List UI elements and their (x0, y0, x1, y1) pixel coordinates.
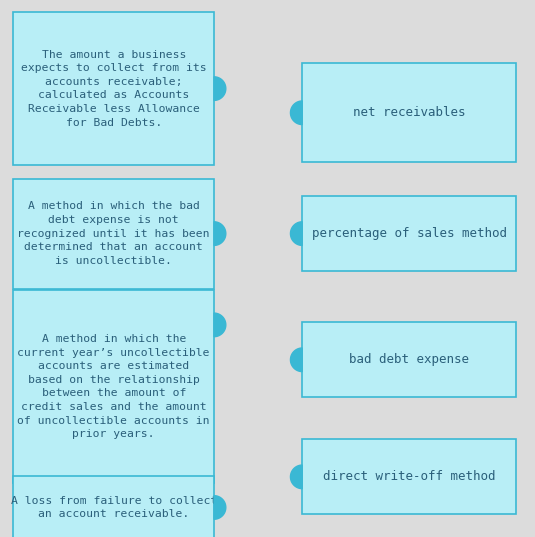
FancyBboxPatch shape (13, 290, 214, 483)
FancyBboxPatch shape (302, 196, 516, 271)
Text: A method in which the
current year’s uncollectible
accounts are estimated
based : A method in which the current year’s unc… (18, 334, 210, 439)
FancyBboxPatch shape (302, 63, 516, 162)
Polygon shape (214, 313, 226, 337)
FancyBboxPatch shape (302, 322, 516, 397)
FancyBboxPatch shape (13, 476, 214, 537)
Text: bad debt expense: bad debt expense (349, 353, 469, 366)
Text: net receivables: net receivables (353, 106, 465, 119)
Text: The amount a business
expects to collect from its
accounts receivable;
calculate: The amount a business expects to collect… (21, 49, 207, 128)
Polygon shape (291, 348, 302, 372)
FancyBboxPatch shape (13, 12, 214, 165)
Polygon shape (214, 77, 226, 100)
Text: percentage of sales method: percentage of sales method (312, 227, 507, 240)
Text: A loss from failure to collect
an account receivable.: A loss from failure to collect an accoun… (11, 496, 217, 519)
Polygon shape (291, 101, 302, 125)
Polygon shape (291, 222, 302, 245)
Polygon shape (214, 496, 226, 519)
Polygon shape (291, 465, 302, 489)
FancyBboxPatch shape (302, 439, 516, 514)
Text: direct write-off method: direct write-off method (323, 470, 495, 483)
Text: A method in which the bad
debt expense is not
recognized until it has been
deter: A method in which the bad debt expense i… (18, 201, 210, 266)
Polygon shape (214, 222, 226, 245)
FancyBboxPatch shape (13, 178, 214, 289)
